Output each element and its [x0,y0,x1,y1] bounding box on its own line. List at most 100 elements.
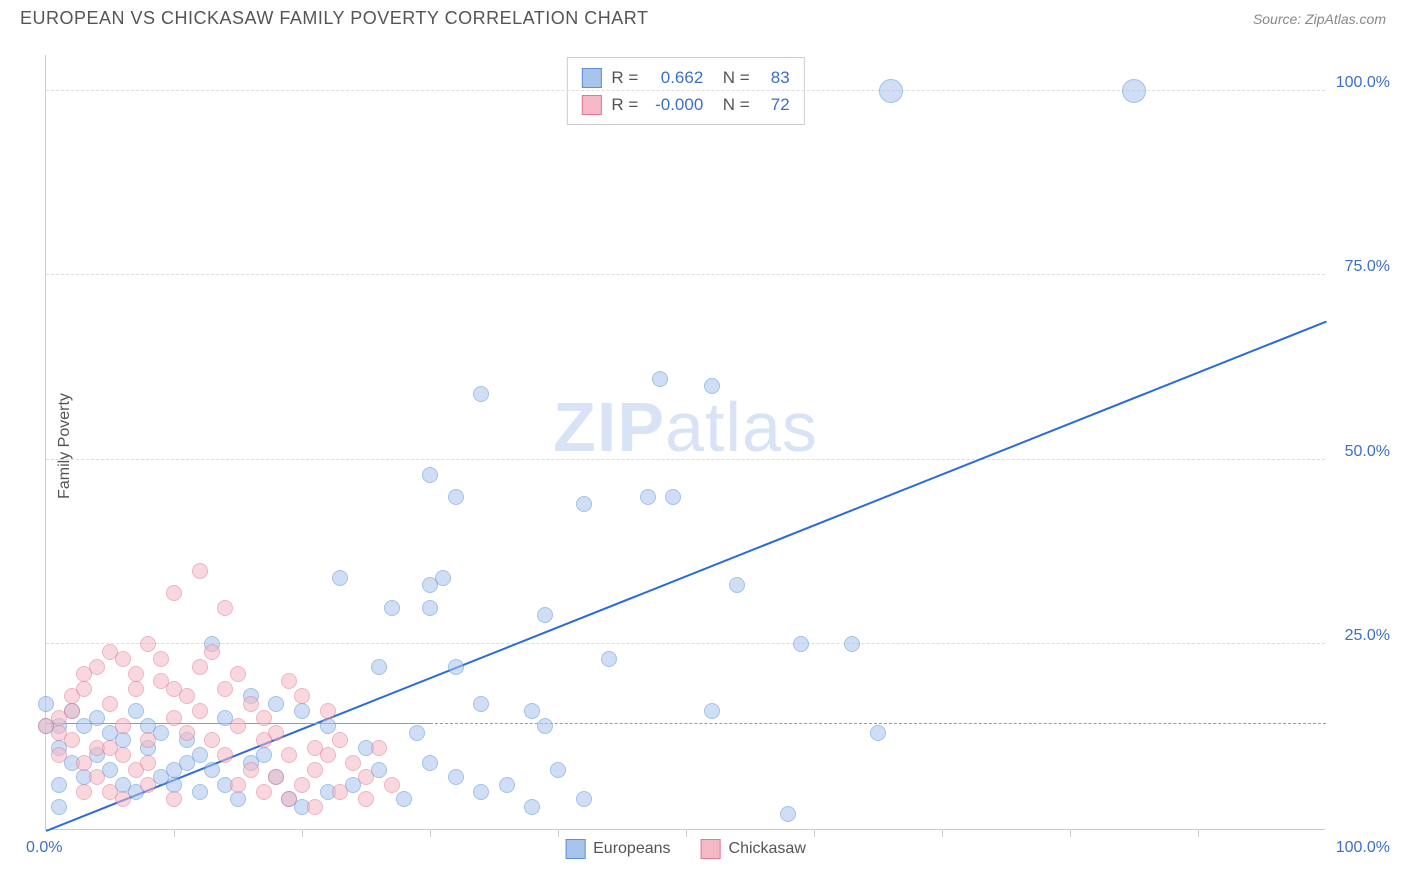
data-point [153,651,169,667]
data-point [879,79,903,103]
data-point [140,636,156,652]
gridline [46,643,1325,644]
data-point [268,696,284,712]
data-point [204,644,220,660]
watermark: ZIPatlas [553,387,818,467]
data-point [640,489,656,505]
legend-item: Chickasaw [701,839,806,859]
data-point [665,489,681,505]
data-point [179,725,195,741]
correlation-stats-box: R =0.662 N =83R =-0.000 N =72 [566,57,804,125]
chart-plot-area: ZIPatlas 0.0% 100.0% R =0.662 N =83R =-0… [45,55,1325,830]
data-point [358,769,374,785]
data-point [38,718,54,734]
data-point [217,681,233,697]
data-point [51,747,67,763]
data-point [281,673,297,689]
data-point [320,703,336,719]
data-point [371,740,387,756]
data-point [422,755,438,771]
chart-header: EUROPEAN VS CHICKASAW FAMILY POVERTY COR… [0,0,1406,33]
data-point [844,636,860,652]
x-tick [1198,829,1199,837]
watermark-rest: atlas [665,388,818,466]
data-point [243,696,259,712]
data-point [115,718,131,734]
data-point [320,747,336,763]
data-point [230,791,246,807]
data-point [256,732,272,748]
data-point [576,791,592,807]
data-point [550,762,566,778]
data-point [140,777,156,793]
legend-swatch [565,839,585,859]
data-point [473,696,489,712]
legend-label: Europeans [593,840,670,858]
data-point [332,732,348,748]
data-point [384,777,400,793]
x-tick [942,829,943,837]
data-point [217,747,233,763]
data-point [115,651,131,667]
x-tick [174,829,175,837]
data-point [384,600,400,616]
data-point [192,659,208,675]
data-point [371,659,387,675]
data-point [166,710,182,726]
data-point [409,725,425,741]
data-point [704,703,720,719]
regression-line-dashed [430,723,1326,724]
y-tick-label: 25.0% [1345,627,1390,645]
data-point [204,762,220,778]
data-point [217,600,233,616]
r-label: R = [611,91,638,118]
y-tick-label: 75.0% [1345,258,1390,276]
data-point [243,762,259,778]
data-point [166,777,182,793]
data-point [140,755,156,771]
data-point [332,570,348,586]
data-point [294,688,310,704]
legend-swatch [701,839,721,859]
data-point [448,659,464,675]
data-point [51,799,67,815]
data-point [102,696,118,712]
n-value: 83 [760,64,790,91]
data-point [140,732,156,748]
data-point [524,799,540,815]
stats-row: R = 0.662 N = 83 [581,64,789,91]
gridline [46,274,1325,275]
data-point [76,666,92,682]
x-tick-max: 100.0% [1336,839,1390,857]
x-tick-min: 0.0% [26,839,62,857]
data-point [345,755,361,771]
data-point [256,784,272,800]
data-point [76,681,92,697]
data-point [89,710,105,726]
data-point [268,769,284,785]
data-point [166,791,182,807]
data-point [89,769,105,785]
data-point [230,718,246,734]
data-point [294,703,310,719]
x-tick [686,829,687,837]
r-value: 0.662 [648,64,703,91]
data-point [102,740,118,756]
data-point [281,747,297,763]
x-tick [814,829,815,837]
data-point [51,777,67,793]
n-label: N = [713,64,749,91]
regression-line [46,321,1327,832]
data-point [780,806,796,822]
data-point [396,791,412,807]
series-swatch [581,68,601,88]
data-point [704,378,720,394]
data-point [192,747,208,763]
data-point [793,636,809,652]
data-point [38,696,54,712]
data-point [230,777,246,793]
r-label: R = [611,64,638,91]
data-point [307,799,323,815]
data-point [448,489,464,505]
n-value: 72 [760,91,790,118]
